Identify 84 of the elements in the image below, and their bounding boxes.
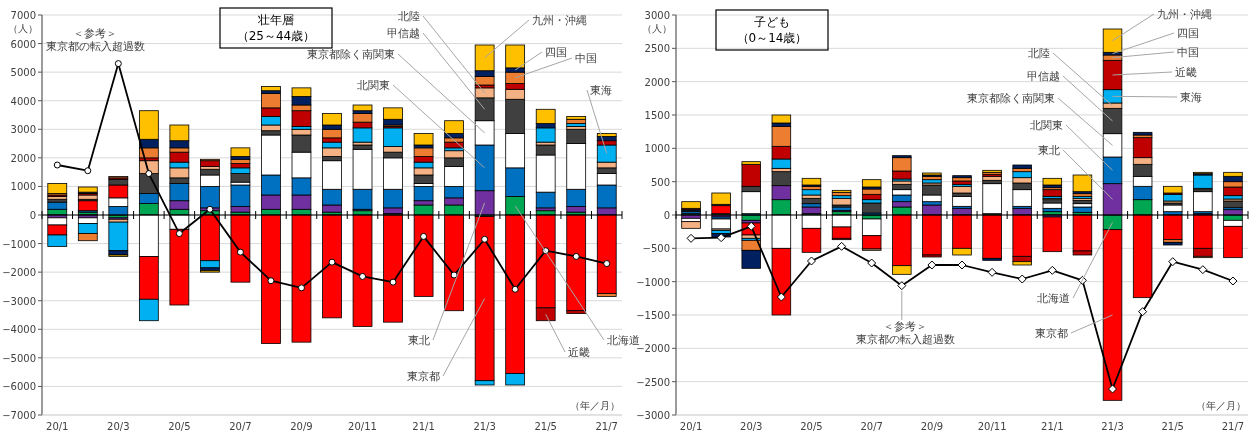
text: （25～44歳） bbox=[236, 29, 316, 43]
y-tick-label: −1000 bbox=[2, 238, 36, 250]
series-label: 九州・沖縄 bbox=[532, 14, 587, 26]
y-tick-label: −1500 bbox=[636, 310, 670, 321]
text: 東海 bbox=[590, 84, 612, 96]
x-tick-label: 21/3 bbox=[1101, 421, 1124, 432]
y-tick-label: 4000 bbox=[10, 95, 36, 107]
y-tick-label: 0 bbox=[663, 210, 670, 221]
text: 北陸 bbox=[1028, 47, 1050, 59]
text: 東京都 bbox=[1035, 327, 1068, 339]
x-tick-label: 20/5 bbox=[800, 421, 823, 432]
text: 甲信越 bbox=[387, 27, 420, 39]
text: 甲信越 bbox=[1027, 70, 1060, 82]
chart-title: 壮年層 bbox=[257, 13, 294, 27]
y-tick-label: −2500 bbox=[636, 376, 670, 388]
text: 東北 bbox=[408, 334, 430, 346]
text: 北関東 bbox=[1030, 119, 1063, 131]
y-tick-label: −3000 bbox=[636, 410, 670, 421]
x-tick-label: 21/7 bbox=[1221, 421, 1245, 432]
text: 東京都除く南関東 bbox=[967, 92, 1055, 104]
text: 四国 bbox=[545, 46, 567, 58]
y-tick-label: 1000 bbox=[10, 181, 36, 193]
x-tick-label: 20/5 bbox=[168, 421, 191, 432]
x-axis-title: （年／月） bbox=[1196, 400, 1246, 411]
y-axis-title: （人） bbox=[642, 23, 672, 34]
y-tick-label: 3000 bbox=[10, 124, 36, 136]
x-tick-label: 21/7 bbox=[595, 421, 618, 432]
text: （0～14歳） bbox=[736, 31, 808, 45]
text: 中国 bbox=[575, 52, 597, 64]
x-tick-label: 20/1 bbox=[46, 421, 69, 432]
y-tick-label: 5000 bbox=[10, 67, 36, 79]
y-tick-label: −4000 bbox=[2, 324, 36, 336]
x-tick-label: 20/9 bbox=[920, 421, 944, 432]
y-tick-label: −3000 bbox=[2, 295, 36, 307]
y-tick-label: 2000 bbox=[10, 152, 36, 164]
x-tick-label: 21/1 bbox=[1041, 421, 1064, 432]
text: 近畿 bbox=[568, 346, 590, 358]
x-tick-label: 20/9 bbox=[290, 421, 313, 432]
x-tick-label: 21/5 bbox=[534, 421, 557, 432]
text: 北陸 bbox=[398, 10, 420, 22]
text: 東北 bbox=[1038, 144, 1060, 156]
y-axis-title: （人） bbox=[8, 23, 38, 34]
text: 東海 bbox=[1180, 91, 1202, 103]
text: 東京都除く南関東 bbox=[307, 48, 395, 60]
x-tick-label: 20/3 bbox=[107, 421, 130, 432]
text: 東京都の転入超過数 bbox=[45, 40, 145, 52]
text: 東京都の転入超過数 bbox=[855, 333, 955, 345]
y-tick-label: 2000 bbox=[644, 76, 670, 88]
annotation: ＜参考＞ bbox=[883, 320, 927, 332]
text: 北関東 bbox=[357, 79, 390, 91]
x-tick-label: 20/11 bbox=[977, 421, 1007, 432]
text: 中国 bbox=[1177, 46, 1199, 58]
x-tick-label: 21/5 bbox=[1161, 421, 1184, 432]
x-tick-label: 20/11 bbox=[348, 421, 377, 432]
text: 九州・沖縄 bbox=[1157, 8, 1212, 20]
y-tick-label: −500 bbox=[642, 243, 670, 255]
annotation: ＜参考＞ bbox=[73, 27, 117, 39]
x-tick-label: 20/7 bbox=[229, 421, 252, 432]
text: 北海道 bbox=[607, 334, 640, 346]
x-tick-label: 20/7 bbox=[860, 421, 883, 432]
x-tick-label: 20/3 bbox=[740, 421, 763, 432]
x-tick-label: 21/1 bbox=[412, 421, 435, 432]
y-tick-label: −6000 bbox=[2, 381, 36, 393]
y-tick-label: 0 bbox=[29, 210, 36, 221]
text: 東京都 bbox=[407, 370, 440, 382]
x-axis-title: （年／月） bbox=[570, 400, 620, 411]
y-tick-label: 3000 bbox=[644, 10, 670, 21]
x-tick-label: 20/1 bbox=[679, 421, 703, 432]
y-tick-label: 500 bbox=[650, 176, 670, 188]
y-tick-label: 7000 bbox=[10, 10, 36, 21]
y-tick-label: 2500 bbox=[644, 43, 670, 55]
x-tick-label: 21/3 bbox=[473, 421, 496, 432]
y-tick-label: 1000 bbox=[644, 143, 670, 155]
text: 四国 bbox=[1177, 27, 1199, 39]
y-tick-label: −5000 bbox=[2, 352, 36, 364]
y-tick-label: −2000 bbox=[636, 343, 670, 355]
y-tick-label: 1500 bbox=[644, 110, 670, 121]
text: 北海道 bbox=[1037, 292, 1070, 304]
chart-title: 子ども bbox=[754, 15, 790, 29]
y-tick-label: −7000 bbox=[2, 410, 36, 421]
y-tick-label: 6000 bbox=[10, 38, 36, 50]
y-tick-label: −2000 bbox=[2, 267, 36, 279]
text: 近畿 bbox=[1175, 66, 1197, 78]
y-tick-label: −1000 bbox=[636, 276, 670, 288]
